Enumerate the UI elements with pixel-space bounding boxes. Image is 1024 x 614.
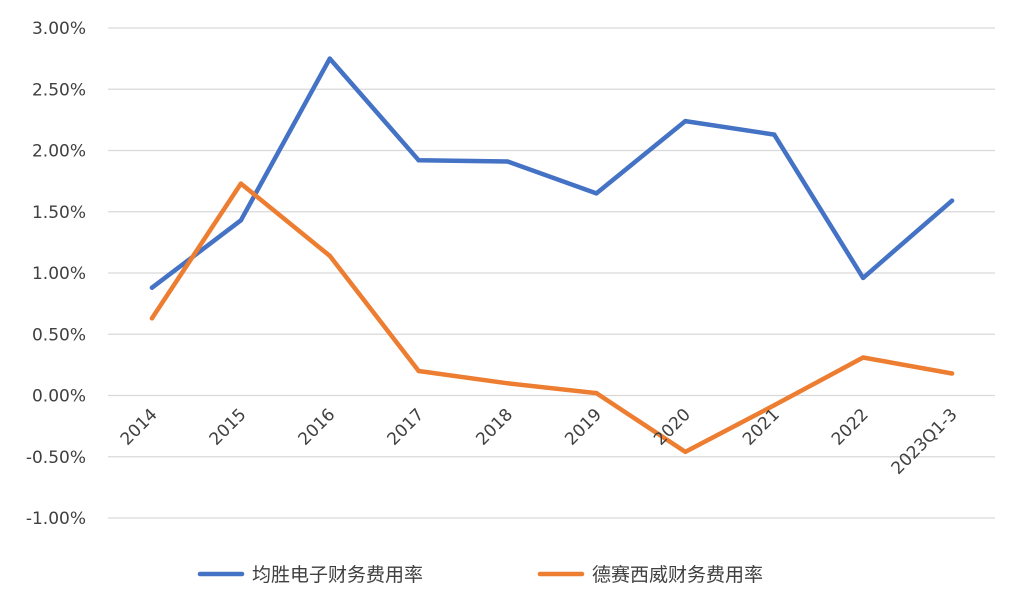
x-tick-label: 2014 — [117, 405, 162, 450]
x-tick-label: 2018 — [472, 405, 517, 450]
data-point — [416, 368, 421, 374]
data-point — [594, 191, 599, 196]
series-line-1 — [149, 56, 955, 290]
series-lines — [149, 56, 955, 455]
legend: 均胜电子财务费用率 德赛西威财务费用率 — [197, 564, 763, 586]
data-point — [327, 253, 332, 259]
data-point — [772, 132, 777, 137]
data-point — [949, 371, 955, 376]
data-point — [505, 381, 510, 386]
y-axis-ticks: 3.00% 2.50% 2.00% 1.50% 1.00% 0.50% 0.00% -0.50… — [26, 19, 86, 529]
data-point — [860, 275, 866, 281]
data-point — [594, 390, 599, 396]
series-line-2 — [149, 181, 955, 455]
data-point — [238, 218, 244, 223]
data-point — [238, 181, 244, 186]
data-point — [149, 285, 155, 290]
data-point — [505, 159, 510, 164]
legend-label: 德赛西威财务费用率 — [592, 564, 763, 586]
x-tick-label: 2019 — [561, 405, 606, 450]
y-tick-label: 0.00% — [32, 387, 86, 407]
y-tick-label: -1.00% — [26, 509, 86, 529]
y-tick-label: 1.50% — [32, 203, 86, 223]
legend-label: 均胜电子财务费用率 — [252, 564, 423, 586]
x-tick-label: 2016 — [295, 405, 340, 450]
y-tick-label: 1.00% — [32, 264, 86, 284]
y-tick-label: 2.50% — [32, 80, 86, 100]
y-tick-label: -0.50% — [26, 448, 86, 468]
x-tick-label: 2023Q1-3 — [888, 405, 962, 479]
x-tick-label: 2022 — [828, 405, 873, 450]
data-point — [683, 449, 688, 455]
y-tick-label: 3.00% — [32, 19, 86, 39]
data-point — [683, 118, 688, 124]
x-tick-label: 2015 — [206, 405, 251, 450]
data-point — [772, 403, 777, 408]
data-point — [949, 198, 955, 203]
y-tick-label: 0.50% — [32, 325, 86, 345]
data-point — [860, 355, 866, 360]
y-tick-label: 2.00% — [32, 142, 86, 162]
gridlines — [108, 27, 995, 519]
data-point — [327, 56, 332, 61]
x-tick-label: 2017 — [383, 405, 428, 450]
data-point — [416, 158, 421, 163]
data-point — [149, 316, 155, 321]
x-axis-ticks: 2014 2015 2016 2017 2018 2019 2020 2021 2022 2023… — [117, 405, 962, 479]
